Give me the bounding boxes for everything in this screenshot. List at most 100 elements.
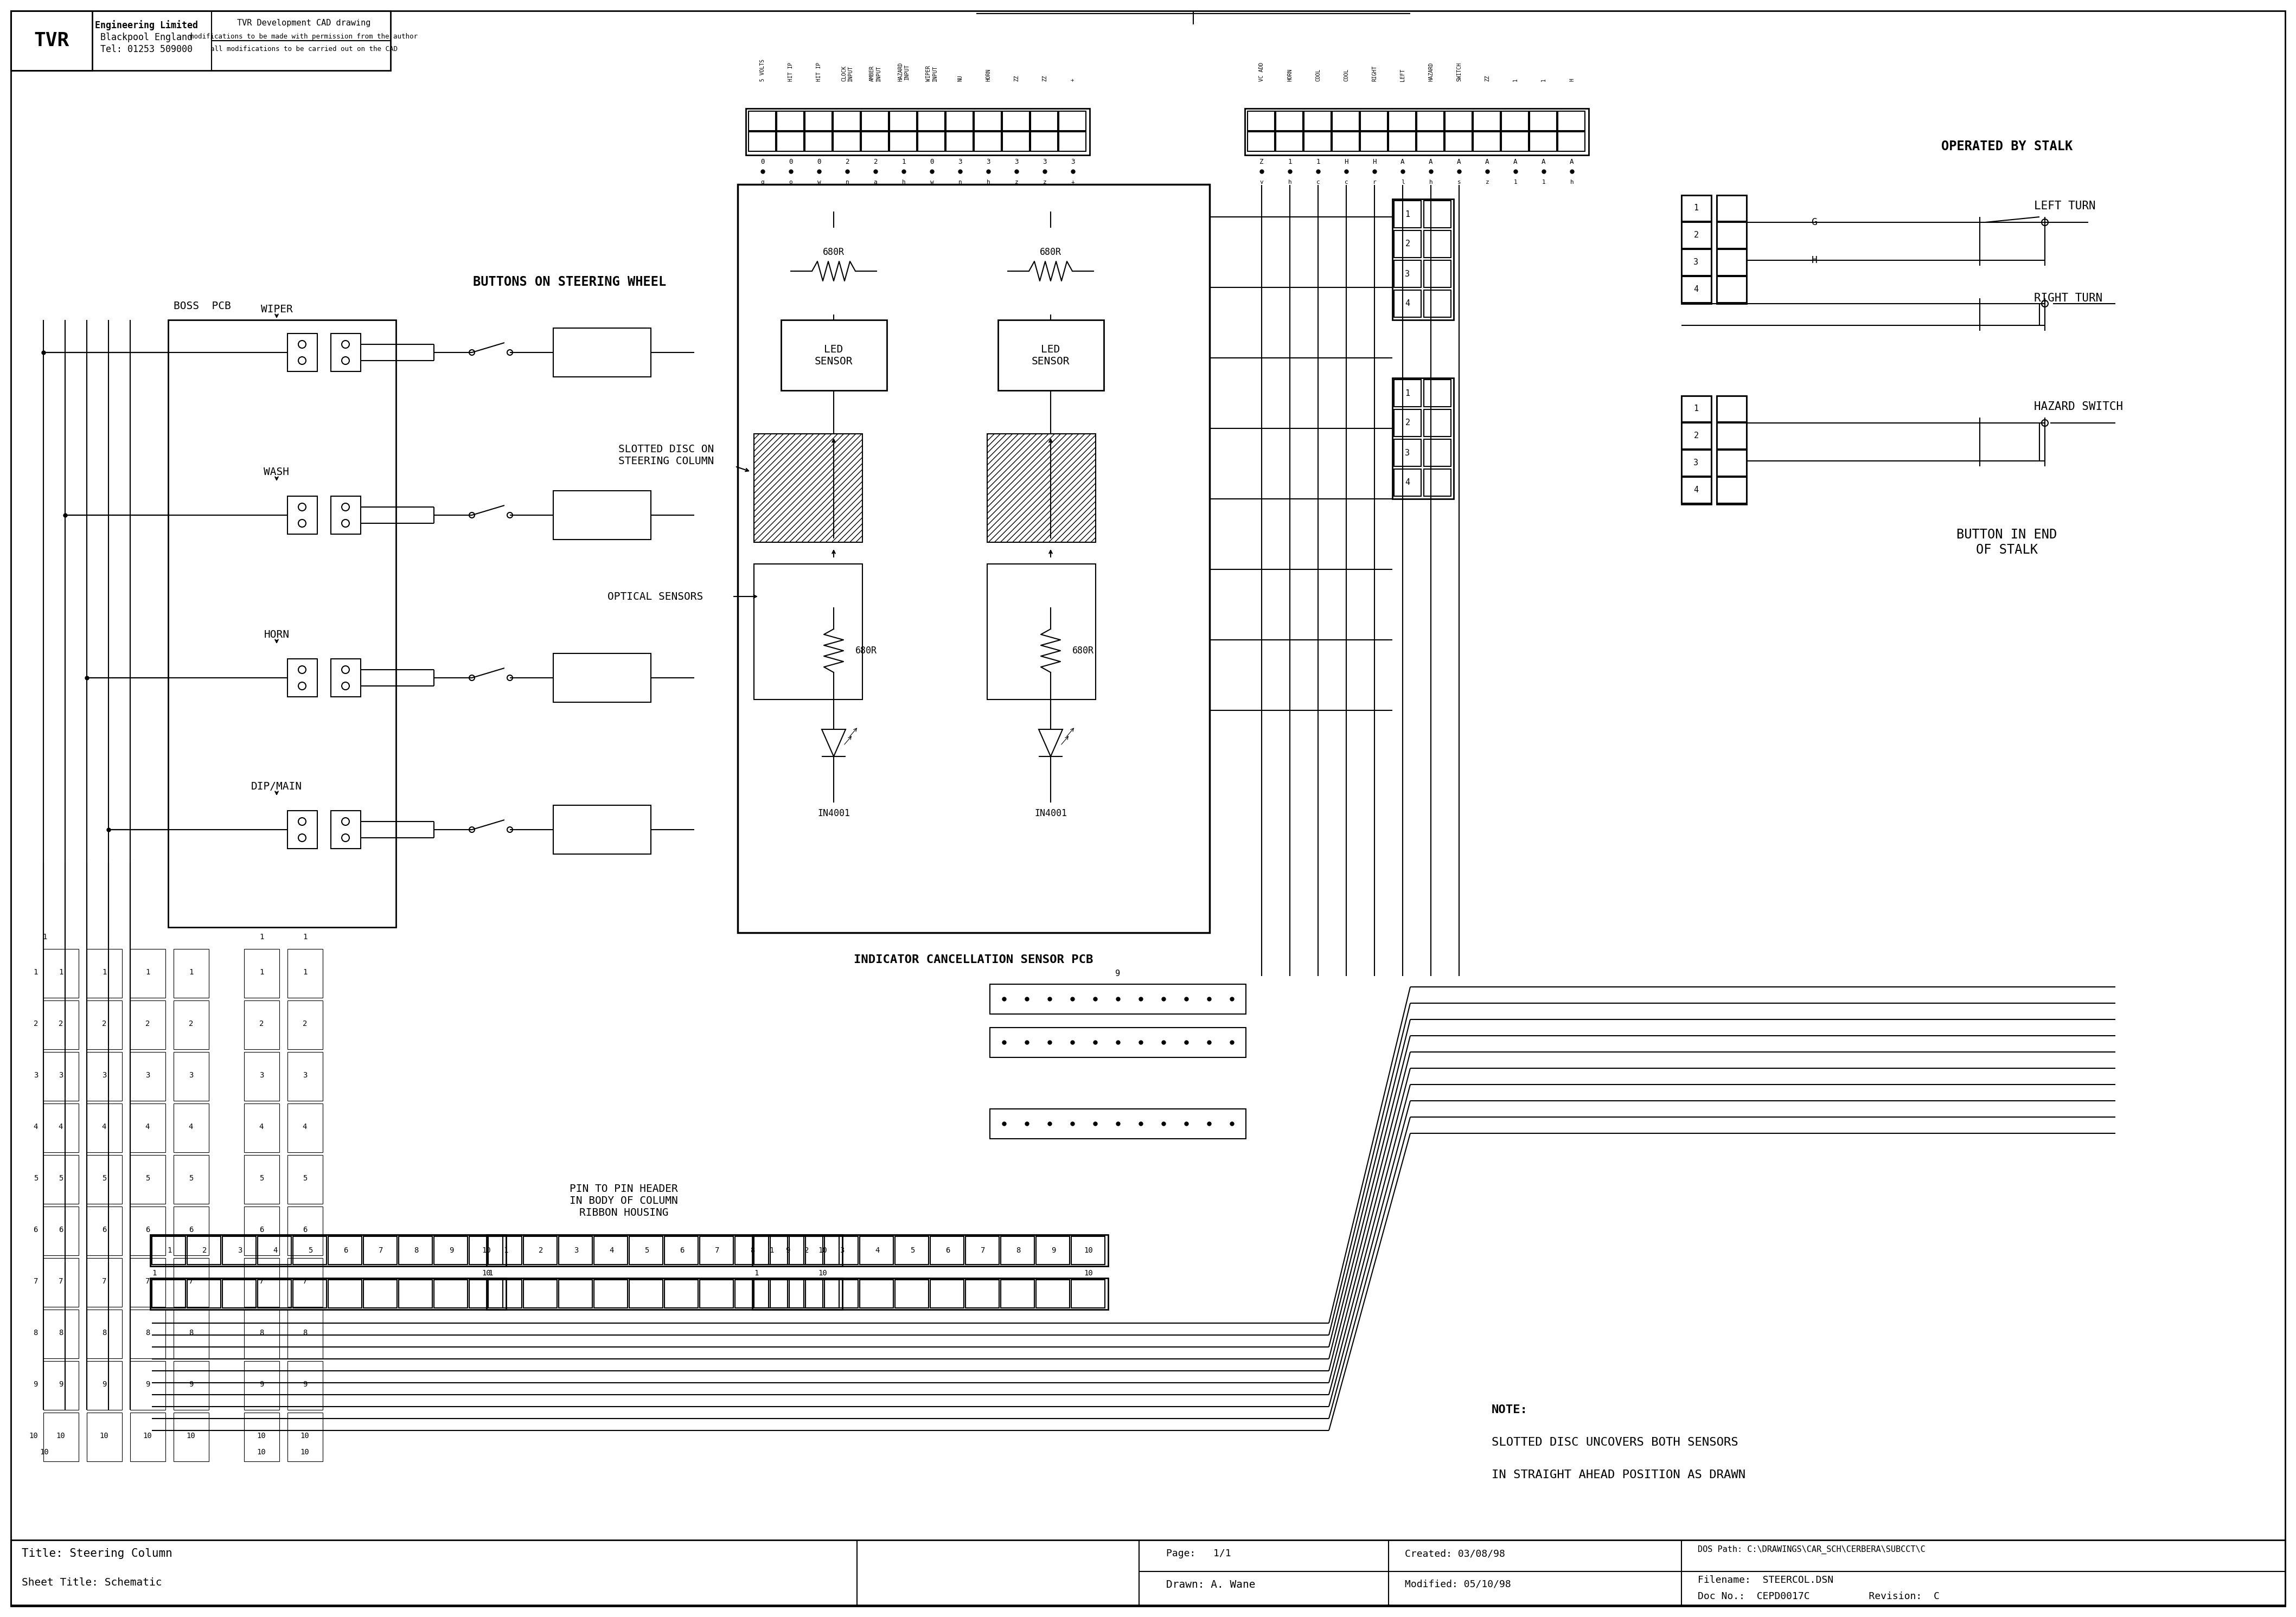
Text: 1: 1 — [188, 969, 193, 977]
Text: 7: 7 — [188, 1277, 193, 1286]
Bar — [243, 1206, 280, 1255]
Bar — [287, 1413, 324, 1462]
Bar — [918, 112, 946, 131]
Bar — [287, 1362, 324, 1410]
Text: 7: 7 — [101, 1277, 106, 1286]
Text: ZZ: ZZ — [1042, 74, 1047, 81]
Text: 1: 1 — [1543, 179, 1545, 184]
Bar — [131, 1258, 165, 1307]
Bar — [753, 1279, 788, 1308]
Bar — [131, 1310, 165, 1358]
Text: 1: 1 — [503, 1247, 507, 1255]
Text: G: G — [1812, 217, 1818, 228]
Text: h: h — [987, 179, 990, 184]
Text: H: H — [1343, 158, 1348, 165]
Text: 4: 4 — [259, 1124, 264, 1130]
Text: 10: 10 — [257, 1433, 266, 1439]
Bar — [1444, 131, 1472, 152]
Text: 4: 4 — [1405, 299, 1410, 307]
Bar — [87, 1362, 122, 1410]
Bar — [328, 1237, 363, 1264]
Text: TVR: TVR — [34, 31, 69, 50]
Text: 3: 3 — [574, 1247, 579, 1255]
Text: 2: 2 — [540, 1247, 544, 1255]
Text: z: z — [1042, 179, 1047, 184]
Text: 6: 6 — [303, 1226, 308, 1234]
Text: 10: 10 — [39, 1449, 48, 1455]
Bar — [1557, 131, 1584, 152]
Text: COOL: COOL — [1343, 68, 1350, 81]
Bar — [895, 1279, 928, 1308]
Text: 1: 1 — [152, 1269, 156, 1277]
Text: Sheet Title: Schematic: Sheet Title: Schematic — [21, 1577, 163, 1588]
Bar — [294, 1237, 326, 1264]
Bar — [1394, 409, 1421, 437]
Text: 3: 3 — [1694, 459, 1699, 467]
Text: 4: 4 — [1405, 479, 1410, 487]
Bar — [1058, 131, 1086, 152]
Bar — [44, 949, 78, 998]
Bar — [487, 1235, 843, 1266]
Bar — [287, 1258, 324, 1307]
Text: BUTTONS ON STEERING WHEEL: BUTTONS ON STEERING WHEEL — [473, 275, 666, 288]
Bar — [1003, 112, 1029, 131]
Bar — [400, 1237, 432, 1264]
Text: LED
SENSOR: LED SENSOR — [815, 344, 852, 367]
Bar — [87, 1413, 122, 1462]
Text: 2: 2 — [1694, 432, 1699, 440]
Bar — [243, 1362, 280, 1410]
Text: A: A — [1570, 158, 1575, 165]
Bar — [152, 1279, 186, 1308]
Text: 1: 1 — [145, 969, 149, 977]
Bar — [243, 1155, 280, 1203]
Bar — [967, 1279, 999, 1308]
Text: c: c — [1345, 179, 1348, 184]
Text: 6: 6 — [680, 1247, 684, 1255]
Bar — [1394, 380, 1421, 407]
Text: 3: 3 — [188, 1072, 193, 1079]
Bar — [1502, 112, 1529, 131]
Text: 0: 0 — [760, 158, 765, 165]
Bar — [1394, 469, 1421, 496]
Text: n: n — [845, 179, 850, 184]
Bar — [1529, 112, 1557, 131]
Text: RIGHT TURN: RIGHT TURN — [2034, 293, 2103, 304]
Bar — [1474, 112, 1499, 131]
Text: 4: 4 — [1694, 487, 1699, 495]
Bar — [806, 1279, 838, 1308]
Text: 2: 2 — [34, 1020, 39, 1027]
Bar — [174, 1362, 209, 1410]
Text: 0: 0 — [930, 158, 934, 165]
Text: s: s — [1458, 179, 1460, 184]
Bar — [44, 1053, 78, 1101]
Text: 6: 6 — [342, 1247, 347, 1255]
Bar — [629, 1279, 664, 1308]
Bar — [1502, 131, 1529, 152]
Text: 10: 10 — [30, 1433, 39, 1439]
Text: 10: 10 — [99, 1433, 108, 1439]
Text: 8: 8 — [101, 1329, 106, 1337]
Bar — [188, 1279, 220, 1308]
Text: 10: 10 — [1084, 1269, 1093, 1277]
Bar — [174, 1206, 209, 1255]
Bar — [243, 1103, 280, 1153]
Text: HIT IP: HIT IP — [817, 61, 822, 81]
Text: 9: 9 — [101, 1381, 106, 1387]
Text: 6: 6 — [101, 1226, 106, 1234]
Text: 10: 10 — [257, 1449, 266, 1455]
Bar — [999, 320, 1104, 390]
Bar — [1474, 131, 1499, 152]
Text: PIN TO PIN HEADER
IN BODY OF COLUMN
RIBBON HOUSING: PIN TO PIN HEADER IN BODY OF COLUMN RIBB… — [569, 1184, 677, 1218]
Bar — [1681, 196, 1711, 304]
Bar — [87, 1155, 122, 1203]
Text: HORN: HORN — [264, 629, 289, 640]
Bar — [523, 1279, 558, 1308]
Text: WIPER
INPUT: WIPER INPUT — [925, 65, 937, 81]
Bar — [824, 1279, 859, 1308]
Bar — [889, 131, 916, 152]
Bar — [806, 131, 831, 152]
Bar — [1389, 112, 1417, 131]
Text: n: n — [957, 179, 962, 184]
Text: 7: 7 — [34, 1277, 39, 1286]
Bar — [1394, 440, 1421, 466]
